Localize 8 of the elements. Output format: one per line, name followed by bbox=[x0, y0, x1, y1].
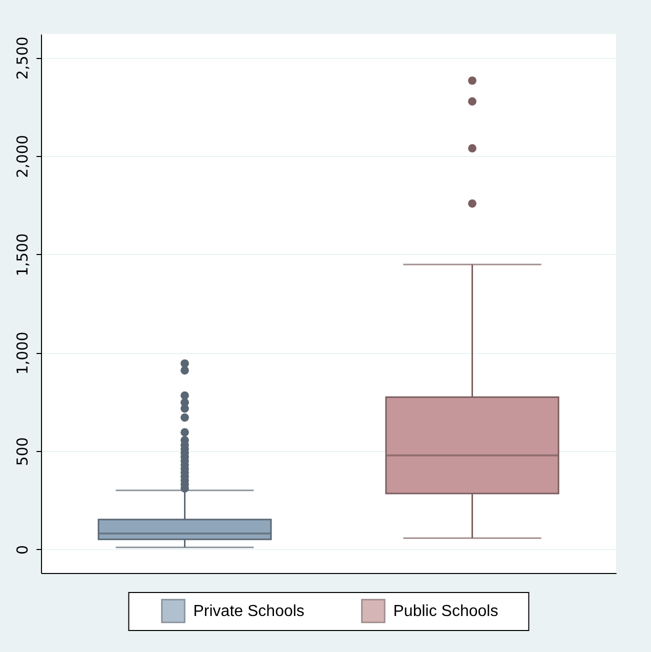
y-tick-label: 1,500 bbox=[14, 233, 32, 276]
y-tick-label: 2,500 bbox=[14, 36, 32, 80]
legend-label: Private Schools bbox=[193, 603, 304, 620]
legend-label: Public Schools bbox=[393, 603, 498, 620]
y-tick-label: 0 bbox=[14, 545, 32, 555]
y-tick-label: 2,000 bbox=[14, 134, 32, 178]
y-tick-label: 1,000 bbox=[14, 332, 32, 375]
y-tick-label: 500 bbox=[14, 437, 32, 466]
